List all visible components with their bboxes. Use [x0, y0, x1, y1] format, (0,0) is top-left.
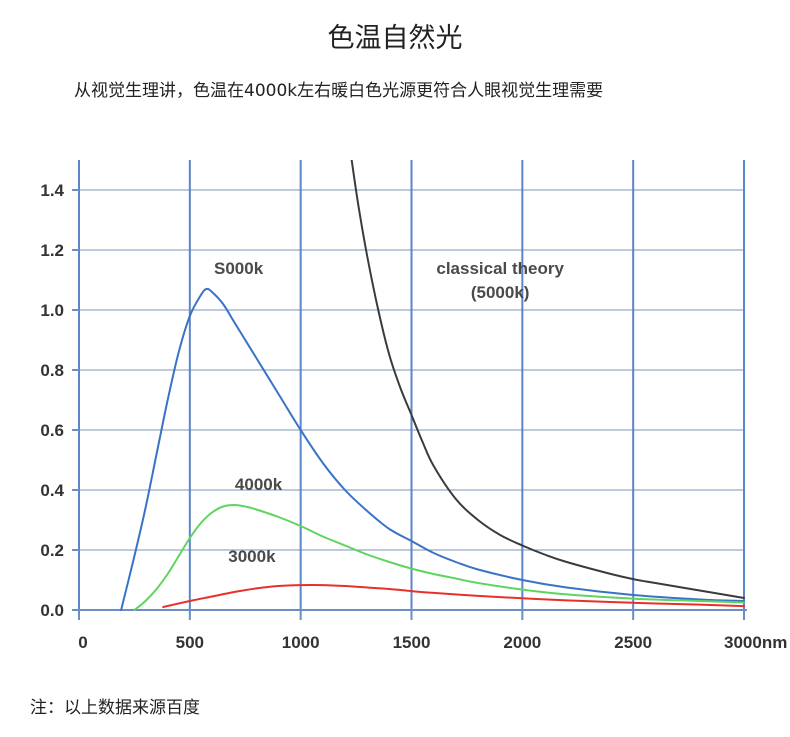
chart-subtitle: 从视觉生理讲，色温在4000k左右暖白色光源更符合人眼视觉生理需要: [74, 81, 604, 101]
annotation-label: (5000k): [471, 283, 530, 302]
y-tick-label: 1.2: [40, 241, 64, 260]
y-tick-label: 1.0: [40, 301, 64, 320]
y-tick-label: 0.2: [40, 541, 64, 560]
x-tick-label: 1500: [393, 633, 431, 652]
annotation-label: classical theory: [436, 259, 564, 278]
x-tick-label: 500: [176, 633, 204, 652]
y-tick-label: 0.0: [40, 601, 64, 620]
x-tick-label: 3000nm: [724, 633, 787, 652]
vertical-gridlines: [78, 160, 745, 610]
series-line-3: [350, 160, 745, 599]
y-tick-label: 0.6: [40, 421, 64, 440]
series-line-1: [133, 504, 745, 611]
annotation-label: 3000k: [228, 547, 276, 566]
annotations: S000k 4000k 3000k classical theory (5000k): [214, 259, 564, 566]
x-tick-label: 1000: [282, 633, 320, 652]
y-axis-ticks: 0.0 0.2 0.4 0.6 0.8 1.0 1.2 1.4: [40, 181, 64, 620]
axes: [72, 189, 747, 620]
series-line-0: [120, 287, 745, 611]
annotation-label: S000k: [214, 259, 264, 278]
y-tick-label: 0.4: [40, 481, 64, 500]
x-tick-label: 0: [78, 633, 87, 652]
annotation-label: 4000k: [235, 475, 283, 494]
series-lines: [120, 160, 745, 611]
x-axis-ticks: 0 500 1000 1500 2000 2500 3000nm: [78, 633, 787, 652]
x-tick-label: 2000: [503, 633, 541, 652]
y-tick-label: 1.4: [40, 181, 64, 200]
series-line-2: [162, 583, 745, 608]
footnote: 注：以上数据来源百度: [30, 698, 200, 718]
y-tick-label: 0.8: [40, 361, 64, 380]
chart-title: 色温自然光: [327, 23, 463, 54]
x-tick-label: 2500: [614, 633, 652, 652]
